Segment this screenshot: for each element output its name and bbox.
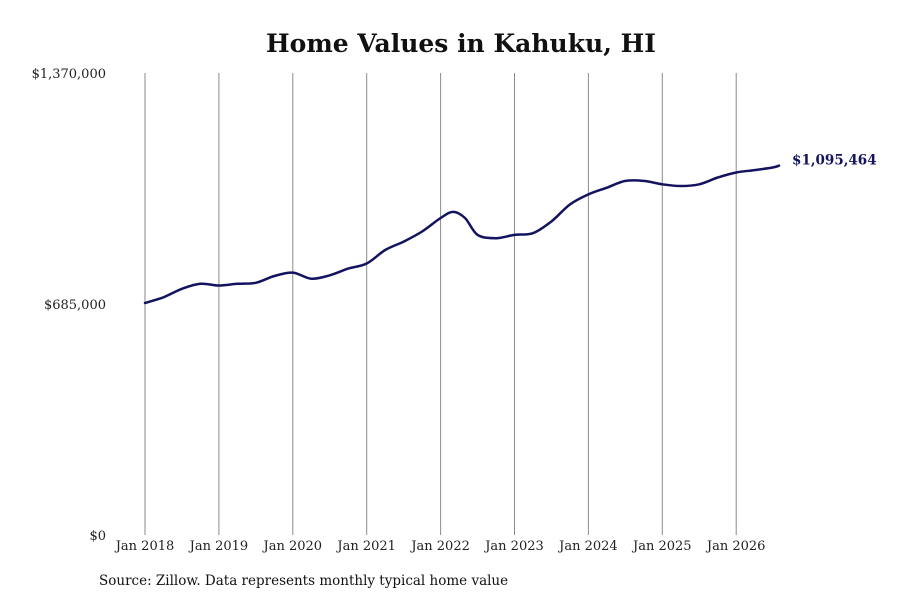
x-tick-label: Jan 2024 <box>557 539 618 554</box>
y-tick-label: $0 <box>89 529 106 544</box>
x-tick-label: Jan 2020 <box>262 539 323 554</box>
source-note: Source: Zillow. Data represents monthly … <box>99 573 509 589</box>
x-tick-label: Jan 2023 <box>483 539 544 554</box>
end-value-label: $1,095,464 <box>792 153 877 169</box>
y-axis-ticks: $0 $685,000 $1,370,000 <box>32 67 106 544</box>
grid-lines <box>144 73 737 535</box>
x-tick-label: Jan 2026 <box>705 539 766 554</box>
x-tick-label: Jan 2025 <box>631 539 692 554</box>
x-axis-ticks: Jan 2018 Jan 2019 Jan 2020 Jan 2021 Jan 2022… <box>114 539 766 554</box>
series-line <box>143 164 781 305</box>
x-tick-label: Jan 2021 <box>335 539 396 554</box>
y-tick-label: $1,370,000 <box>32 67 106 82</box>
x-tick-label: Jan 2022 <box>409 539 470 554</box>
x-tick-label: Jan 2019 <box>188 539 249 554</box>
x-tick-label: Jan 2018 <box>114 539 175 554</box>
chart-title: Home Values in Kahuku, HI <box>266 29 656 58</box>
series-layer: $1,095,464 <box>143 153 877 305</box>
y-tick-label: $685,000 <box>44 298 106 313</box>
